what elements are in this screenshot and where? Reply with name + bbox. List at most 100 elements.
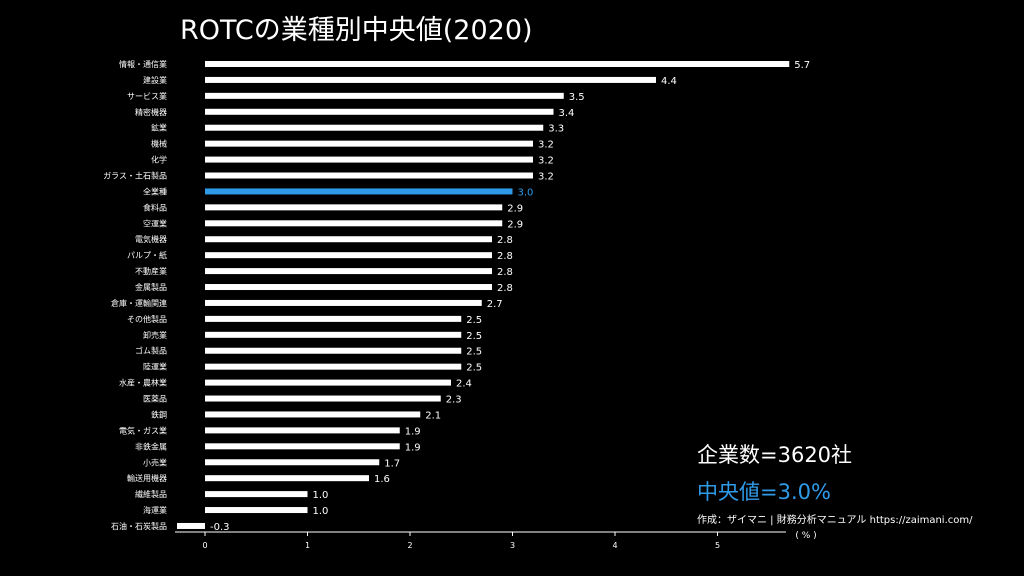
x-tick-label: 4 [612,541,617,550]
x-tick-label: 3 [510,541,515,550]
category-label: パルプ・紙 [127,250,167,260]
bar-5 [205,124,544,131]
value-label: 1.9 [405,442,421,453]
value-label: 2.8 [497,251,513,262]
credit-text: 作成：ザイマニ | 財務分析マニュアル https://zaimani.com/ [697,515,973,526]
bar-9 [205,188,513,195]
bar-7 [205,156,533,163]
category-label: 不動産業 [135,266,167,276]
value-label: 2.5 [466,331,482,342]
value-label: 4.4 [661,76,677,87]
value-label: 3.5 [569,92,585,103]
bar-1 [205,61,790,67]
median-value: 中央値=3.0% [697,480,831,504]
category-label: 倉庫・運輸関連 [111,298,167,308]
value-label: 2.8 [497,235,513,246]
company-count: 企業数=3620社 [697,443,853,467]
value-label: 2.1 [425,410,441,421]
category-label: 建設業 [143,75,167,85]
value-label: 2.8 [497,267,513,278]
bar-21 [205,379,451,386]
category-label: 卸売業 [143,330,167,340]
bar-14 [205,268,492,275]
value-label: 2.5 [466,347,482,358]
value-label: 3.2 [538,172,554,183]
category-label: 金属製品 [135,282,167,292]
bar-19 [205,347,462,354]
category-label: サービス業 [127,91,167,101]
value-label: 1.0 [313,506,329,517]
bar-3 [205,92,564,99]
category-label: 石油・石炭製品 [111,521,167,531]
bar-22 [205,395,441,402]
value-label: 1.7 [384,458,400,469]
value-label: 2.9 [507,219,523,230]
bar-2 [205,76,656,83]
value-label: 2.5 [466,315,482,326]
value-label: 3.4 [559,108,575,119]
category-label: 食料品 [143,202,167,212]
category-label: 全業種 [143,186,167,196]
category-label: ガラス・土石製品 [103,171,167,181]
bar-27 [205,475,369,482]
bar-28 [205,491,308,498]
category-label: 水産・農林業 [119,378,167,388]
x-tick-label: 1 [305,541,310,550]
value-label: 3.3 [548,124,564,135]
bar-6 [205,140,533,147]
plot-area: 情報・通信業 5.7 建設業 4.4 サービス業 3.5 精密機器 3.4 鉱業 3.3 機械 3.2… [103,59,816,550]
category-label: ゴム製品 [135,346,167,356]
category-label: 医薬品 [143,394,167,404]
value-label: 3.2 [538,140,554,151]
bar-15 [205,284,492,291]
value-label: 2.5 [466,363,482,374]
value-label: 5.7 [794,60,810,71]
x-tick-label: 0 [202,541,207,550]
value-label: -0.3 [210,522,230,533]
bar-25 [205,443,400,450]
bar-18 [205,331,462,338]
category-label: 情報・通信業 [119,59,167,69]
bar-23 [205,411,421,418]
category-label: 電気機器 [135,234,167,244]
bar-29 [205,507,308,514]
bar-13 [205,252,492,259]
category-label: 鉄鋼 [151,409,167,419]
value-label: 2.7 [487,299,503,310]
value-label: 2.9 [507,203,523,214]
category-label: 輸送用機器 [127,473,167,483]
category-label: 海運業 [143,505,167,515]
category-label: 非鉄金属 [135,441,167,451]
bar-8 [205,172,533,179]
value-label: 1.0 [313,490,329,501]
value-label: 1.6 [374,474,390,485]
value-label: 3.0 [518,187,534,198]
category-label: 機械 [151,139,167,149]
bar-17 [205,315,462,322]
value-label: 2.8 [497,283,513,294]
value-label: 2.4 [456,379,472,390]
category-label: 化学 [151,155,167,165]
bar-12 [205,236,492,243]
value-label: 1.9 [405,426,421,437]
category-label: 空運業 [143,218,167,228]
bar-24 [205,427,400,434]
category-label: 鉱業 [151,123,167,133]
bar-20 [205,363,462,370]
category-label: 小売業 [143,457,167,467]
category-label: その他製品 [127,314,167,324]
bar-30 [177,522,205,529]
category-label: 陸運業 [143,362,167,372]
category-label: 繊維製品 [135,489,167,499]
x-tick-label: 2 [407,541,412,550]
x-tick-label: 5 [715,541,720,550]
bar-16 [205,299,482,306]
x-axis-label: ( % ) [795,531,816,541]
category-label: 電気・ガス業 [119,425,167,435]
bar-4 [205,108,554,115]
category-label: 精密機器 [135,107,167,117]
bar-11 [205,220,503,227]
bar-10 [205,204,503,211]
chart-title: ROTCの業種別中央値(2020) [180,15,533,46]
